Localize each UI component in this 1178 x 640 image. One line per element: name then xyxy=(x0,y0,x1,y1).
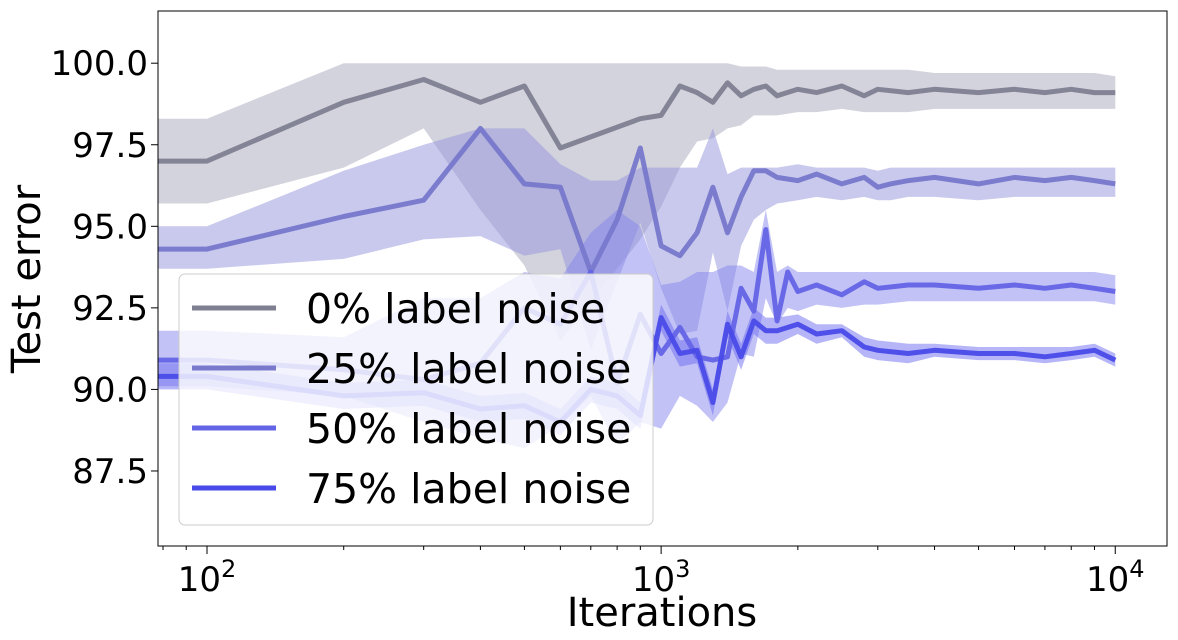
y-tick-label: 90.0 xyxy=(72,370,148,410)
legend: 0% label noise 25% label noise 50% label n… xyxy=(178,273,654,526)
y-tick-label: 100.0 xyxy=(51,44,148,84)
line-25pct-label-noise xyxy=(158,125,1116,275)
x-tick-label: 103 xyxy=(632,555,691,600)
legend-label-25pct-label-noise: 25% label noise xyxy=(306,345,631,393)
legend-box xyxy=(178,273,654,526)
x-tick-label: 104 xyxy=(1086,555,1145,600)
plot-frame xyxy=(157,10,1168,547)
y-tick-label: 97.5 xyxy=(72,126,148,166)
x-tick-label: 102 xyxy=(178,555,237,600)
x-axis-ticks: 102 103 104 xyxy=(162,546,1145,600)
y-axis-ticks: 87.5 90.0 92.5 95.0 97.5 100.0 xyxy=(51,44,158,492)
x-axis-label: Iterations xyxy=(567,590,758,636)
legend-label-0pct-label-noise: 0% label noise xyxy=(306,285,605,333)
y-tick-label: 87.5 xyxy=(72,452,148,492)
y-tick-label: 92.5 xyxy=(72,289,148,329)
y-axis-label: Test error xyxy=(4,184,50,374)
line-0pct-label-noise xyxy=(158,77,1116,164)
y-tick-label: 95.0 xyxy=(72,207,148,247)
legend-label-50pct-label-noise: 50% label noise xyxy=(306,405,631,453)
legend-label-75pct-label-noise: 75% label noise xyxy=(306,465,631,513)
